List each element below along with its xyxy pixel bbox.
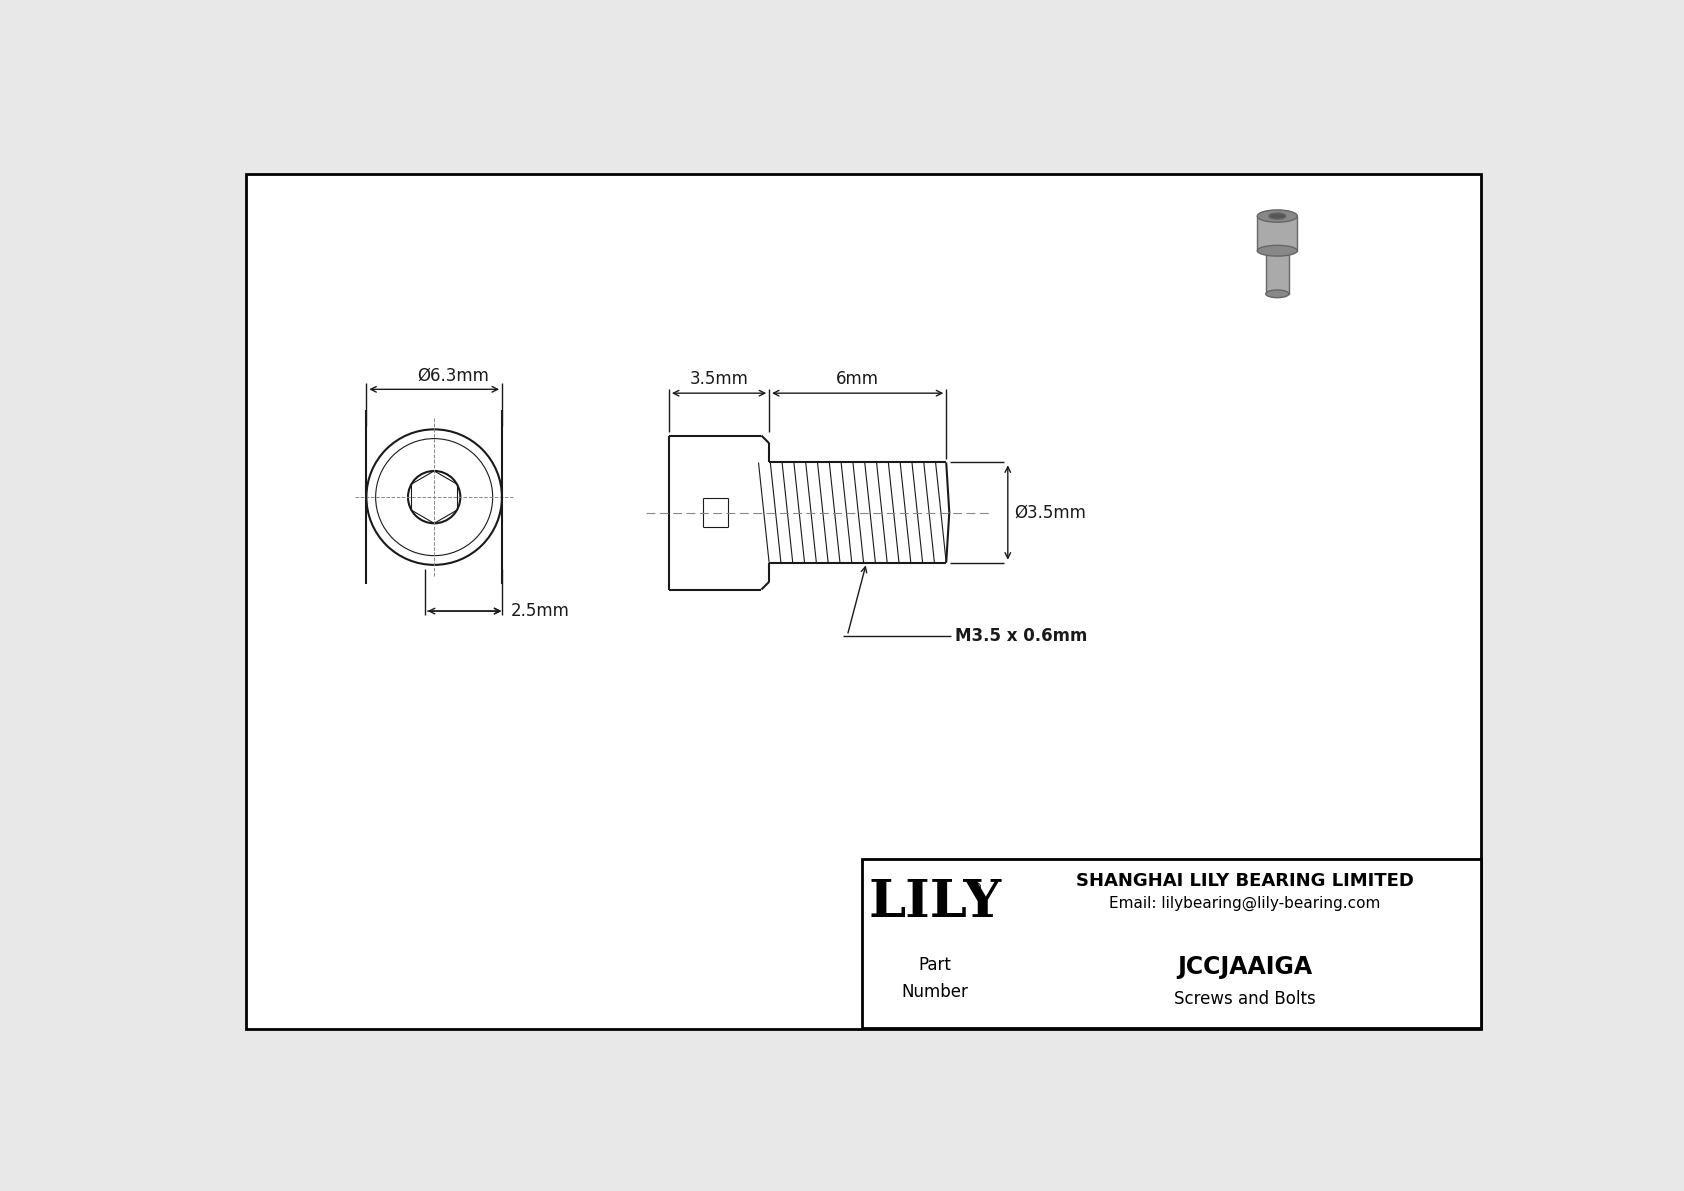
Text: Screws and Bolts: Screws and Bolts bbox=[1174, 990, 1315, 1008]
Text: Part
Number: Part Number bbox=[901, 956, 968, 1000]
Ellipse shape bbox=[1258, 245, 1297, 256]
Text: ®: ® bbox=[968, 883, 982, 896]
Ellipse shape bbox=[1266, 289, 1288, 298]
Text: SHANGHAI LILY BEARING LIMITED: SHANGHAI LILY BEARING LIMITED bbox=[1076, 872, 1413, 890]
Ellipse shape bbox=[1268, 213, 1287, 219]
Text: Email: lilybearing@lily-bearing.com: Email: lilybearing@lily-bearing.com bbox=[1108, 896, 1381, 911]
Text: Ø3.5mm: Ø3.5mm bbox=[1014, 504, 1086, 522]
Bar bbox=[1266, 248, 1288, 294]
Text: 2.5mm: 2.5mm bbox=[512, 603, 571, 621]
Bar bbox=[1258, 216, 1297, 251]
Ellipse shape bbox=[1258, 210, 1297, 223]
Text: JCCJAAIGA: JCCJAAIGA bbox=[1177, 955, 1312, 979]
Text: LILY: LILY bbox=[867, 878, 1002, 929]
Text: 3.5mm: 3.5mm bbox=[690, 370, 748, 388]
Text: Ø6.3mm: Ø6.3mm bbox=[418, 367, 490, 385]
Text: 6mm: 6mm bbox=[837, 370, 879, 388]
Text: M3.5 x 0.6mm: M3.5 x 0.6mm bbox=[955, 626, 1088, 644]
Bar bbox=[862, 859, 1482, 1028]
